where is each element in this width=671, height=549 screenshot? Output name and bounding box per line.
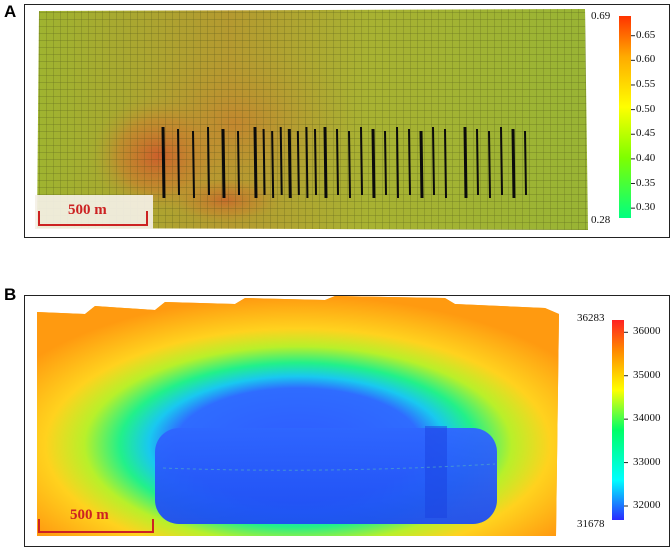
panel-a-scale-bar [38,211,148,226]
panel-b-frame: 500 m 36283 31678 36000 35000 34000 33000 32… [24,295,670,547]
panel-b-colorbar-tick-label: 33000 [633,455,661,468]
panel-a-colorbar-tick-label: 0.50 [636,102,656,115]
panel-b-colorbar-tick-label: 34000 [633,412,661,425]
panel-b-colorbar-max: 36283 [577,312,605,324]
panel-a-colorbar-tick-label: 0.55 [636,77,656,90]
panel-b-scale-label: 500 m [70,507,109,523]
panel-b-letter: B [4,285,17,304]
panel-b-scale-bar [38,519,154,533]
panel-a-flight-lines [161,126,527,199]
panel-a-colorbar-tick-label: 0.60 [636,53,656,66]
panel-b-colorbar-tick-label: 36000 [633,325,661,338]
panel-b-map [37,296,628,536]
panel-a-colorbar-max: 0.69 [591,10,611,22]
panel-a-frame: 500 m 0.69 0.28 0.65 0.60 0.55 0.50 0.45 0.40… [24,4,670,238]
panel-a-map [35,9,588,230]
panel-a-colorbar-tick-label: 0.65 [636,28,656,41]
panel-a-scale-label: 500 m [68,202,107,218]
panel-a-colorbar-tick-label: 0.30 [636,201,656,214]
panel-a-letter: A [4,2,17,21]
panel-a-colorbar-min: 0.28 [591,214,611,226]
panel-b-low-anomaly [155,428,497,524]
panel-b-colorbar-tick-label: 35000 [633,368,661,381]
panel-a-colorbar-tick-label: 0.40 [636,151,656,164]
panel-b-colorbar-tick-label: 32000 [633,499,661,511]
panel-b-colorbar [612,320,628,520]
panel-a-colorbar-tick-label: 0.45 [636,127,656,140]
panel-b-colorbar-min: 31678 [577,518,605,530]
panel-a-colorbar-tick-label: 0.35 [636,176,656,189]
panel-a-scale-box [35,195,153,229]
panel-a-colorbar [619,16,635,218]
